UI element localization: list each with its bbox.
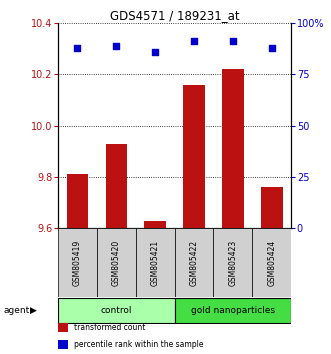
FancyBboxPatch shape: [174, 298, 291, 324]
Bar: [58, 339, 69, 349]
Point: [153, 49, 158, 55]
Text: control: control: [101, 306, 132, 315]
Text: gold nanoparticles: gold nanoparticles: [191, 306, 275, 315]
FancyBboxPatch shape: [58, 298, 174, 324]
Point: [75, 45, 80, 51]
FancyBboxPatch shape: [58, 228, 97, 297]
Point: [269, 45, 274, 51]
Bar: [222, 69, 244, 228]
Bar: [106, 144, 127, 228]
FancyBboxPatch shape: [97, 228, 136, 297]
FancyBboxPatch shape: [213, 228, 252, 297]
Title: GDS4571 / 189231_at: GDS4571 / 189231_at: [110, 9, 239, 22]
Point: [191, 39, 197, 44]
Bar: [67, 175, 88, 228]
Text: ▶: ▶: [30, 306, 36, 315]
Bar: [144, 221, 166, 228]
Text: transformed count: transformed count: [74, 323, 146, 332]
Text: GSM805419: GSM805419: [73, 240, 82, 286]
Text: GSM805421: GSM805421: [151, 240, 160, 286]
Point: [230, 39, 236, 44]
Text: GSM805420: GSM805420: [112, 240, 121, 286]
FancyBboxPatch shape: [174, 228, 213, 297]
FancyBboxPatch shape: [136, 228, 174, 297]
Point: [114, 43, 119, 48]
Bar: [58, 323, 69, 332]
Text: GSM805423: GSM805423: [228, 240, 237, 286]
Text: GSM805422: GSM805422: [190, 240, 199, 286]
Bar: [183, 85, 205, 228]
Text: percentile rank within the sample: percentile rank within the sample: [74, 340, 204, 349]
Text: GSM805424: GSM805424: [267, 240, 276, 286]
Bar: [261, 187, 283, 228]
FancyBboxPatch shape: [252, 228, 291, 297]
Text: agent: agent: [3, 306, 29, 315]
